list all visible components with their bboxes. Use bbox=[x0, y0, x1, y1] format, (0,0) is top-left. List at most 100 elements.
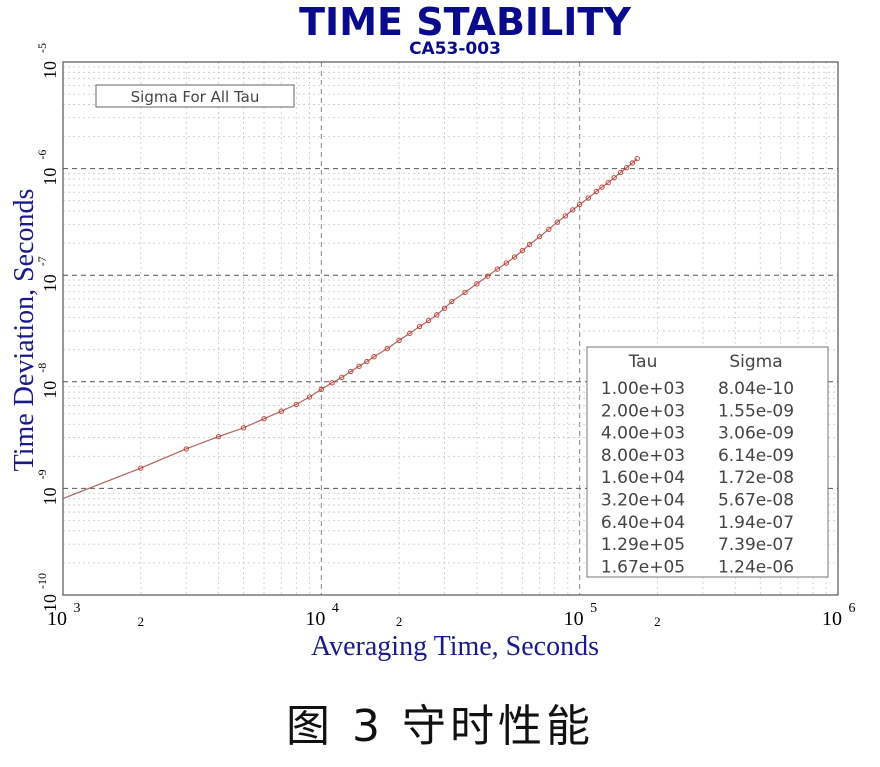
y-tick-base: 10 bbox=[40, 487, 60, 505]
data-point bbox=[407, 330, 413, 336]
y-tick-exponent: -10 bbox=[35, 573, 49, 589]
y-tick-exponent: -8 bbox=[35, 363, 49, 373]
y-tick-label: 10 -7 bbox=[35, 256, 60, 292]
figure-caption: 图 3 守时性能 bbox=[286, 701, 594, 752]
data-point bbox=[138, 465, 144, 471]
table-cell-tau: 1.00e+03 bbox=[601, 379, 685, 399]
chart-title: TIME STABILITY bbox=[299, 0, 631, 44]
table-cell-sigma: 1.72e-08 bbox=[718, 468, 794, 488]
table-header-tau: Tau bbox=[628, 352, 658, 372]
sigma-legend-box: Sigma For All Tau bbox=[95, 84, 295, 108]
data-point bbox=[348, 368, 354, 375]
data-point bbox=[364, 358, 370, 365]
table-cell-tau: 1.60e+04 bbox=[601, 468, 685, 488]
table-cell-sigma: 3.06e-09 bbox=[718, 424, 794, 444]
data-point bbox=[494, 266, 500, 272]
data-point bbox=[425, 317, 432, 324]
table-cell-sigma: 8.04e-10 bbox=[718, 379, 794, 399]
table-cell-tau: 4.00e+03 bbox=[601, 424, 685, 444]
data-point bbox=[396, 337, 402, 343]
data-point bbox=[339, 374, 345, 381]
data-point bbox=[599, 184, 605, 190]
y-tick-exponent: -5 bbox=[35, 43, 49, 53]
data-point bbox=[562, 213, 568, 219]
data-point bbox=[585, 195, 591, 201]
y-tick-base: 10 bbox=[40, 61, 60, 79]
data-point bbox=[441, 305, 448, 311]
y-tick-labels: 10 -10 10 -9 10 -8 10 -7 10 -6 10 -5 bbox=[35, 43, 60, 612]
x-axis-label: Averaging Time, Seconds bbox=[311, 631, 599, 662]
data-point bbox=[484, 273, 491, 279]
x-tick-exponent: 5 bbox=[590, 601, 597, 616]
data-point bbox=[611, 175, 617, 181]
table-cell-sigma: 6.14e-09 bbox=[718, 446, 794, 466]
x-tick-label: 2 bbox=[138, 614, 145, 629]
x-tick-exponent: 3 bbox=[74, 601, 81, 616]
y-tick-exponent: -7 bbox=[35, 256, 49, 266]
data-point bbox=[215, 433, 222, 440]
y-tick-base: 10 bbox=[40, 594, 60, 612]
chart-subtitle: CA53-003 bbox=[409, 39, 501, 59]
data-point bbox=[306, 394, 313, 400]
data-point bbox=[570, 207, 576, 213]
data-point bbox=[526, 241, 533, 248]
plot-frame bbox=[62, 61, 839, 596]
data-point bbox=[356, 363, 362, 369]
tau-sigma-table: Tau Sigma 1.00e+03 8.04e-10 2.00e+03 1.55e-09… bbox=[586, 346, 829, 578]
data-point bbox=[240, 425, 247, 431]
table-cell-tau: 1.29e+05 bbox=[601, 535, 685, 555]
table-cell-tau: 2.00e+03 bbox=[601, 401, 685, 421]
table-cell-sigma: 1.24e-06 bbox=[718, 557, 794, 577]
table-cell-sigma: 5.67e-08 bbox=[718, 491, 794, 511]
data-point bbox=[434, 312, 440, 318]
y-tick-base: 10 bbox=[40, 168, 60, 186]
data-point bbox=[511, 254, 518, 260]
data-point bbox=[623, 165, 630, 171]
table-cell-tau: 3.20e+04 bbox=[601, 491, 685, 511]
y-axis-label: Time Deviation, Seconds bbox=[9, 189, 40, 472]
data-point bbox=[617, 169, 624, 176]
y-tick-base: 10 bbox=[40, 274, 60, 292]
y-tick-exponent: -9 bbox=[35, 469, 49, 479]
table-cell-sigma: 1.94e-07 bbox=[718, 513, 794, 533]
data-point bbox=[293, 401, 299, 408]
series-line-overlay bbox=[62, 158, 638, 500]
data-point bbox=[449, 298, 455, 305]
y-tick-label: 10 -9 bbox=[35, 469, 60, 505]
table-cell-tau: 1.67e+05 bbox=[601, 557, 685, 577]
data-point bbox=[416, 323, 423, 330]
y-tick-label: 10 -5 bbox=[35, 43, 60, 79]
series-line bbox=[62, 158, 638, 499]
data-point bbox=[474, 281, 480, 287]
data-point bbox=[183, 446, 189, 452]
table-cell-tau: 8.00e+03 bbox=[601, 446, 685, 466]
y-tick-exponent: -6 bbox=[35, 150, 49, 160]
data-point bbox=[593, 188, 599, 195]
data-point bbox=[462, 289, 468, 296]
table-header-sigma: Sigma bbox=[729, 352, 782, 372]
table-cell-tau: 6.40e+04 bbox=[601, 513, 685, 533]
x-tick-exponent: 6 bbox=[849, 601, 856, 616]
x-tick-label: 10 bbox=[305, 608, 325, 630]
x-tick-labels: 10 3 2 10 4 2 10 5 2 10 6 bbox=[47, 601, 856, 630]
data-point bbox=[519, 247, 526, 254]
data-point bbox=[554, 219, 561, 225]
x-tick-label: 10 bbox=[47, 608, 67, 630]
data-point bbox=[629, 160, 636, 166]
x-tick-label: 2 bbox=[396, 614, 403, 629]
data-point bbox=[577, 201, 583, 208]
y-tick-base: 10 bbox=[40, 381, 60, 399]
data-point bbox=[261, 416, 267, 422]
table-cell-sigma: 7.39e-07 bbox=[718, 535, 794, 555]
data-point bbox=[278, 408, 284, 414]
x-tick-label: 10 bbox=[822, 608, 842, 630]
sigma-legend-label: Sigma For All Tau bbox=[131, 88, 260, 106]
data-point bbox=[634, 155, 640, 162]
data-point bbox=[371, 354, 377, 360]
series-layer bbox=[62, 155, 640, 500]
data-point bbox=[329, 380, 335, 386]
x-tick-exponent: 4 bbox=[332, 601, 339, 616]
table-cell-sigma: 1.55e-09 bbox=[718, 401, 794, 421]
data-point bbox=[537, 233, 543, 240]
